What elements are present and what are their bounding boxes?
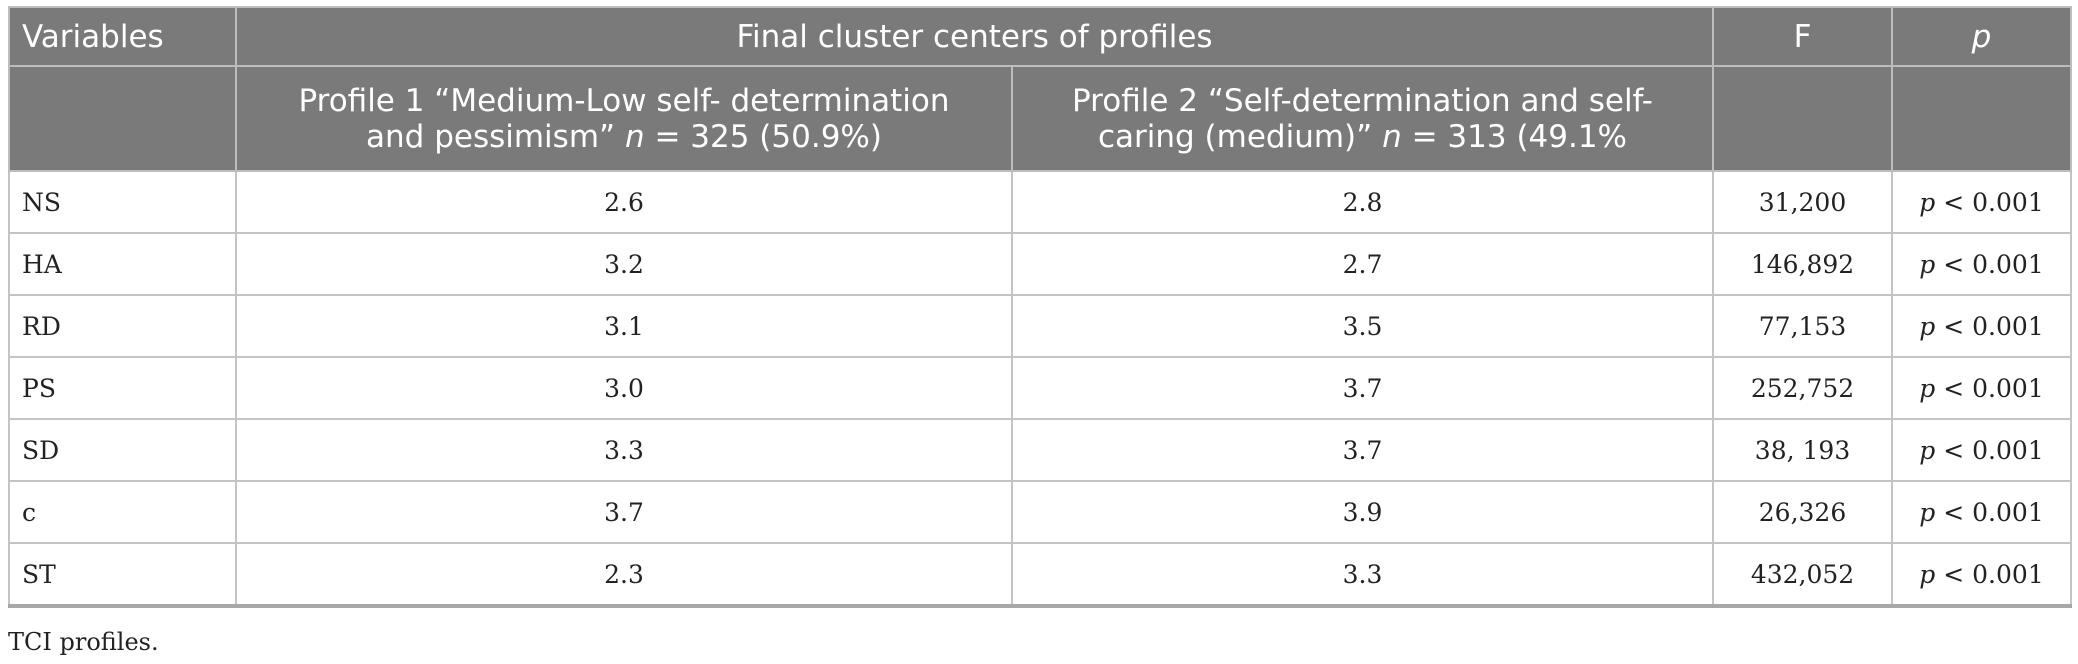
cell-variable: RD xyxy=(8,294,237,358)
cell-f: 26,326 xyxy=(1712,480,1894,544)
cell-variable: ST xyxy=(8,542,237,608)
cell-variable: NS xyxy=(8,170,237,234)
p-value: < 0.001 xyxy=(1935,497,2044,527)
cell-profile-2: 3.7 xyxy=(1010,356,1715,420)
profile-2-line-1: Profile 2 “Self-determination and self- xyxy=(1072,82,1653,119)
header-f: F xyxy=(1712,6,1894,67)
header-profile-2: Profile 2 “Self-determination and self- … xyxy=(1010,65,1715,172)
table-caption: TCI profiles. xyxy=(8,628,159,656)
cell-f: 432,052 xyxy=(1712,542,1894,608)
table-row: HA 3.2 2.7 146,892 p < 0.001 xyxy=(8,232,2073,296)
profile-2-n-symbol: n xyxy=(1382,118,1402,155)
table-row: PS 3.0 3.7 252,752 p < 0.001 xyxy=(8,356,2073,420)
p-symbol: p xyxy=(1919,497,1936,527)
header-final-cluster-centers: Final cluster centers of profiles xyxy=(234,6,1715,67)
cell-p: p < 0.001 xyxy=(1891,542,2073,608)
profile-1-line-1: Profile 1 “Medium-Low self- determinatio… xyxy=(298,82,950,119)
table-row: c 3.7 3.9 26,326 p < 0.001 xyxy=(8,480,2073,544)
profiles-table: Variables Final cluster centers of profi… xyxy=(8,6,2073,608)
p-symbol: p xyxy=(1919,559,1936,589)
p-value: < 0.001 xyxy=(1935,559,2044,589)
cell-p: p < 0.001 xyxy=(1891,170,2073,234)
profile-1-n-symbol: n xyxy=(624,118,645,155)
p-value: < 0.001 xyxy=(1935,435,2044,465)
cell-profile-2: 3.7 xyxy=(1010,418,1715,482)
cell-p: p < 0.001 xyxy=(1891,418,2073,482)
cell-p: p < 0.001 xyxy=(1891,356,2073,420)
cell-variable: c xyxy=(8,480,237,544)
cell-profile-1: 3.7 xyxy=(235,480,1013,544)
header-empty-p xyxy=(1891,65,2073,172)
profile-2-line-2-pre: caring (medium)” xyxy=(1097,118,1383,155)
p-value: < 0.001 xyxy=(1935,187,2044,217)
cell-profile-1: 3.2 xyxy=(235,232,1013,296)
cell-profile-2: 3.3 xyxy=(1010,542,1715,608)
profiles-table-container: Variables Final cluster centers of profi… xyxy=(8,6,2073,608)
table-row: NS 2.6 2.8 31,200 p < 0.001 xyxy=(8,170,2073,234)
table-row: ST 2.3 3.3 432,052 p < 0.001 xyxy=(8,542,2073,608)
cell-f: 77,153 xyxy=(1712,294,1894,358)
cell-profile-1: 3.1 xyxy=(235,294,1013,358)
table-row: RD 3.1 3.5 77,153 p < 0.001 xyxy=(8,294,2073,358)
cell-variable: SD xyxy=(8,418,237,482)
header-row-1: Variables Final cluster centers of profi… xyxy=(8,6,2073,67)
table-row: SD 3.3 3.7 38, 193 p < 0.001 xyxy=(8,418,2073,482)
p-symbol: p xyxy=(1919,435,1936,465)
cell-f: 31,200 xyxy=(1712,170,1894,234)
cell-profile-2: 2.8 xyxy=(1010,170,1715,234)
header-p: p xyxy=(1891,6,2073,67)
profile-1-line-2-pre: and pessimism” xyxy=(366,118,625,155)
cell-profile-2: 3.5 xyxy=(1010,294,1715,358)
cell-profile-1: 3.3 xyxy=(235,418,1013,482)
p-symbol: p xyxy=(1919,249,1936,279)
cell-profile-1: 3.0 xyxy=(235,356,1013,420)
cell-p: p < 0.001 xyxy=(1891,232,2073,296)
header-row-2: Profile 1 “Medium-Low self- determinatio… xyxy=(8,65,2073,172)
cell-f: 252,752 xyxy=(1712,356,1894,420)
cell-variable: PS xyxy=(8,356,237,420)
cell-f: 146,892 xyxy=(1712,232,1894,296)
cell-p: p < 0.001 xyxy=(1891,480,2073,544)
profile-2-line-2-post: = 313 (49.1% xyxy=(1401,118,1628,155)
cell-profile-2: 3.9 xyxy=(1010,480,1715,544)
header-empty-f xyxy=(1712,65,1894,172)
cell-variable: HA xyxy=(8,232,237,296)
p-symbol: p xyxy=(1919,311,1936,341)
cell-p: p < 0.001 xyxy=(1891,294,2073,358)
cell-f: 38, 193 xyxy=(1712,418,1894,482)
table-body: NS 2.6 2.8 31,200 p < 0.001 HA 3.2 2.7 1… xyxy=(8,170,2073,608)
header-empty-variables xyxy=(8,65,237,172)
profile-1-line-2-post: = 325 (50.9%) xyxy=(644,118,882,155)
header-profile-1: Profile 1 “Medium-Low self- determinatio… xyxy=(235,65,1013,172)
p-symbol: p xyxy=(1919,187,1936,217)
p-symbol: p xyxy=(1919,373,1936,403)
header-variables: Variables xyxy=(8,6,237,67)
p-value: < 0.001 xyxy=(1935,249,2044,279)
cell-profile-1: 2.6 xyxy=(235,170,1013,234)
cell-profile-1: 2.3 xyxy=(235,542,1013,608)
cell-profile-2: 2.7 xyxy=(1010,232,1715,296)
p-value: < 0.001 xyxy=(1935,373,2044,403)
p-value: < 0.001 xyxy=(1935,311,2044,341)
